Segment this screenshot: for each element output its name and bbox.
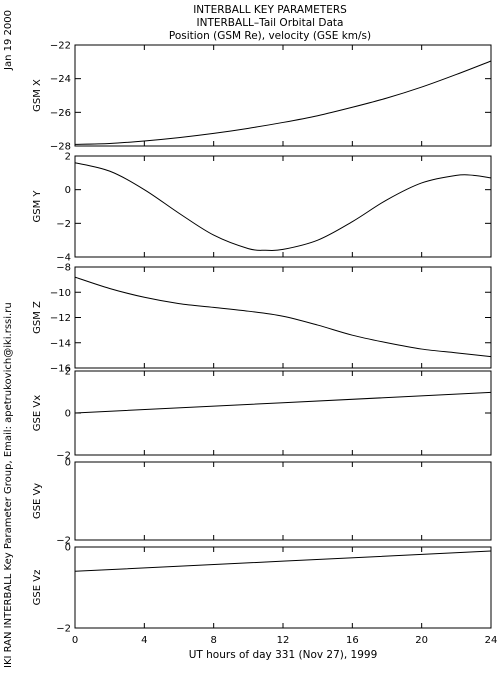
x-axis-label: UT hours of day 331 (Nov 27), 1999 <box>188 649 378 661</box>
y-tick-label: 2 <box>65 152 71 163</box>
y-tick-label: −2 <box>56 624 71 635</box>
chart-subtitle-1: INTERBALL–Tail Orbital Data <box>196 17 344 29</box>
y-tick-label: −12 <box>50 313 71 324</box>
y-axis-label: GSM Z <box>32 301 43 334</box>
y-tick-label: −16 <box>50 364 71 375</box>
x-tick-label: 8 <box>210 635 216 646</box>
y-tick-label: −2 <box>56 451 71 462</box>
x-tick-label: 24 <box>485 635 498 646</box>
y-tick-label: 0 <box>65 543 71 554</box>
y-tick-label: −28 <box>50 142 71 153</box>
y-axis-label: GSE Vx <box>32 395 43 431</box>
x-tick-label: 12 <box>277 635 290 646</box>
y-tick-label: −2 <box>56 219 71 230</box>
data-series-line <box>74 391 492 414</box>
panel-frame <box>74 461 492 541</box>
panel-frame <box>74 44 492 147</box>
chart-subtitle-2: Position (GSM Re), velocity (GSE km/s) <box>168 30 372 42</box>
y-tick-label: −14 <box>50 338 71 349</box>
panel-frame <box>74 546 492 629</box>
y-axis-label: GSM Y <box>32 190 43 223</box>
y-tick-label: 0 <box>65 185 71 196</box>
y-tick-label: −4 <box>56 253 71 264</box>
y-axis-label: GSM X <box>32 79 43 112</box>
y-tick-label: −26 <box>50 108 71 119</box>
y-axis-label: GSE Vy <box>32 483 43 519</box>
chart-title: INTERBALL KEY PARAMETERS <box>193 4 347 16</box>
y-tick-label: 0 <box>65 409 71 420</box>
x-tick-label: 16 <box>346 635 359 646</box>
data-series-line <box>74 60 492 145</box>
x-tick-label: 20 <box>415 635 428 646</box>
y-tick-label: −22 <box>50 41 71 52</box>
data-series-line <box>74 550 492 572</box>
y-axis-label: GSE Vz <box>32 570 43 606</box>
y-tick-label: 2 <box>65 367 71 378</box>
x-tick-label: 0 <box>72 635 78 646</box>
data-series-line <box>74 162 492 252</box>
y-tick-label: 0 <box>65 458 71 469</box>
y-tick-label: −10 <box>50 288 71 299</box>
panel-frame <box>74 370 492 456</box>
x-tick-label: 4 <box>141 635 147 646</box>
y-tick-label: −8 <box>56 263 71 274</box>
y-tick-label: −2 <box>56 536 71 547</box>
panel-frame <box>74 266 492 369</box>
panel-frame <box>74 155 492 258</box>
y-tick-label: −24 <box>50 74 71 85</box>
data-series-line <box>74 276 492 358</box>
